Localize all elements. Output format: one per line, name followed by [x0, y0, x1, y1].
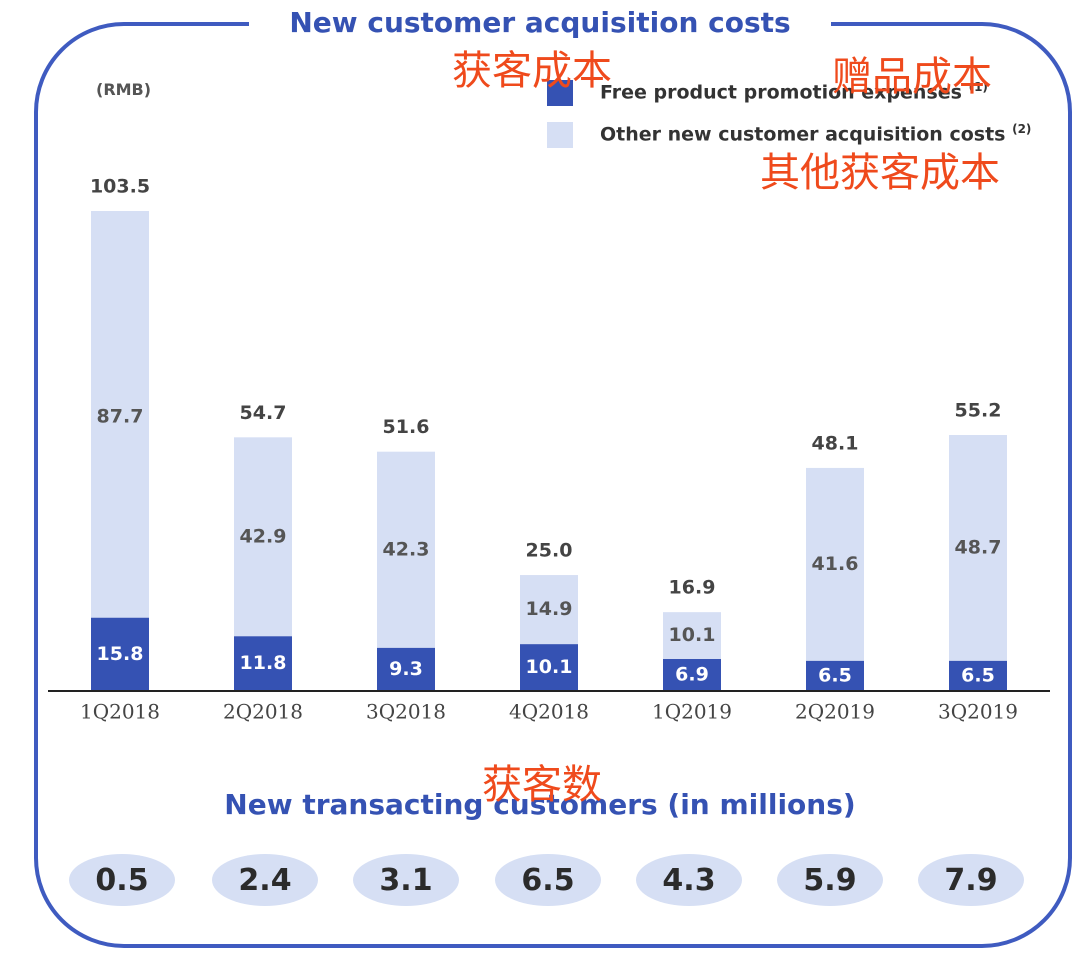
- bar-free-product: [91, 617, 149, 691]
- bar-label-free-product: 15.8: [97, 643, 144, 665]
- x-tick-label: 1Q2018: [80, 700, 160, 724]
- annotation-acquisition-cost: 获客成本: [452, 48, 612, 94]
- bar-free-product: [806, 660, 864, 691]
- customers-value-badge: 7.9: [918, 854, 1024, 906]
- legend-label-free-product: Free product promotion expenses (1): [600, 80, 988, 104]
- annotation-customer-count: 获客数: [482, 762, 602, 808]
- chart-title: New customer acquisition costs: [0, 6, 1080, 39]
- x-tick-label: 4Q2018: [509, 700, 589, 724]
- customers-value-badge: 4.3: [636, 854, 742, 906]
- customers-title: New transacting customers (in millions): [224, 788, 856, 821]
- bar-label-other-costs: 41.6: [812, 553, 859, 575]
- customers-value-badge: 6.5: [495, 854, 601, 906]
- stacked-bar-chart: 15.8 87.7 103.5 1Q2018 11.8 42.9 54.7 2Q2018 9.3…: [48, 176, 1050, 724]
- bar-other-costs: [949, 435, 1007, 661]
- bar-label-free-product: 6.5: [961, 664, 995, 686]
- bar-free-product: [663, 659, 721, 691]
- bar-free-product: [234, 636, 292, 691]
- bar-label-other-costs: 10.1: [669, 624, 716, 646]
- bar-total-label: 48.1: [812, 432, 859, 454]
- customers-value-badge: 2.4: [212, 854, 318, 906]
- bar-label-free-product: 10.1: [526, 656, 573, 678]
- bar-label-other-costs: 48.7: [955, 536, 1002, 558]
- x-tick-label: 1Q2019: [652, 700, 732, 724]
- x-tick-label: 2Q2018: [223, 700, 303, 724]
- annotation-free-product-cost: 赠品成本: [832, 54, 992, 100]
- bar-label-free-product: 11.8: [240, 652, 287, 674]
- bar-label-free-product: 6.5: [818, 664, 852, 686]
- customers-value-badge: 0.5: [69, 854, 175, 906]
- bar-total-label: 16.9: [669, 577, 716, 599]
- bar-other-costs: [91, 211, 149, 618]
- bar-other-costs: [520, 575, 578, 645]
- bar-label-free-product: 9.3: [389, 658, 423, 680]
- customers-value-badge: 5.9: [777, 854, 883, 906]
- legend-swatch-free-product: [547, 80, 573, 106]
- bar-other-costs: [663, 612, 721, 659]
- bar-other-costs: [377, 451, 435, 648]
- annotation-other-cost: 其他获客成本: [760, 150, 1000, 196]
- bar-total-label: 103.5: [90, 176, 150, 198]
- bar-total-label: 54.7: [240, 402, 287, 424]
- x-tick-label: 2Q2019: [795, 700, 875, 724]
- x-tick-label: 3Q2018: [366, 700, 446, 724]
- unit-label: (RMB): [96, 80, 152, 99]
- bar-total-label: 51.6: [383, 416, 430, 438]
- bar-free-product: [949, 660, 1007, 691]
- bar-label-other-costs: 87.7: [97, 406, 144, 428]
- bar-other-costs: [806, 467, 864, 661]
- bar-total-label: 55.2: [955, 400, 1002, 422]
- bar-free-product: [377, 647, 435, 691]
- bar-label-other-costs: 42.3: [383, 538, 430, 560]
- bar-label-free-product: 6.9: [675, 664, 709, 686]
- bar-label-other-costs: 14.9: [526, 598, 573, 620]
- bar-other-costs: [234, 437, 292, 637]
- bar-label-other-costs: 42.9: [240, 525, 287, 547]
- x-tick-label: 3Q2019: [938, 700, 1018, 724]
- bar-free-product: [520, 644, 578, 691]
- customers-value-badge: 3.1: [353, 854, 459, 906]
- legend-swatch-other-costs: [547, 122, 573, 148]
- legend-label-other-costs: Other new customer acquisition costs (2): [600, 122, 1032, 146]
- bar-total-label: 25.0: [526, 540, 573, 562]
